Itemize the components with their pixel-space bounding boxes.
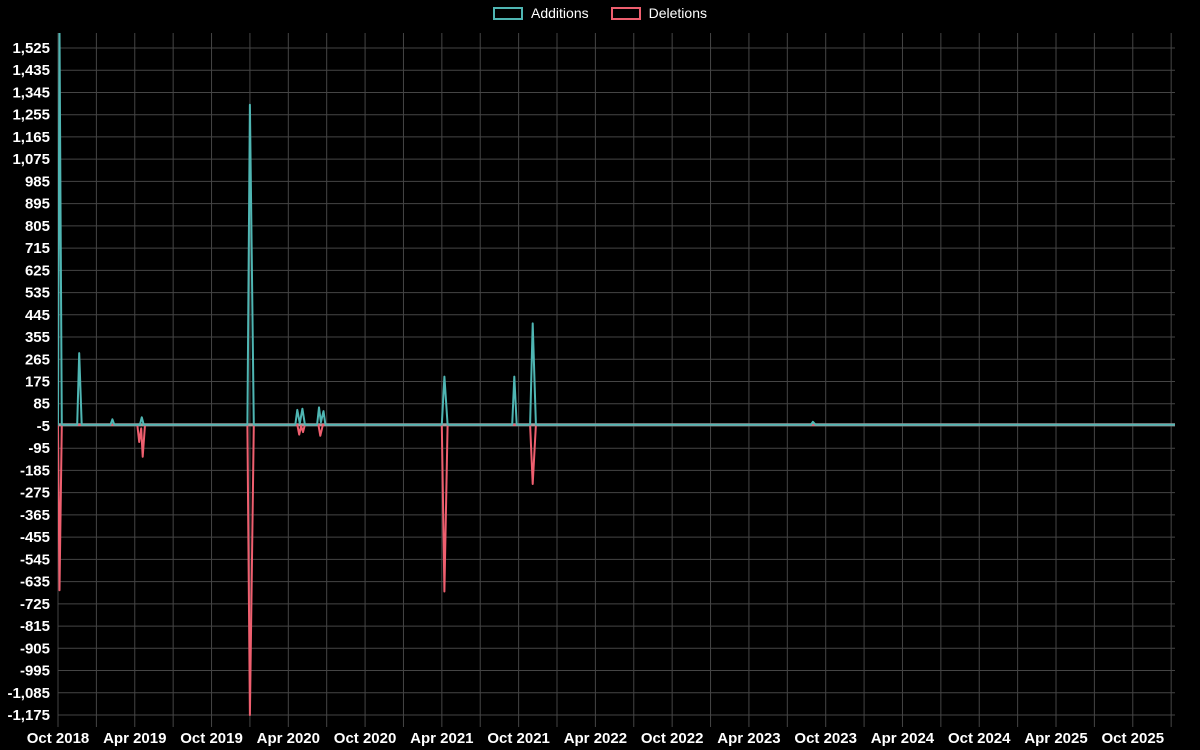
y-axis-tick-label: 1,435 bbox=[12, 62, 50, 79]
y-axis-tick-label: 1,255 bbox=[12, 107, 50, 124]
y-axis-tick-label: 1,165 bbox=[12, 129, 50, 146]
y-axis-tick-label: 1,345 bbox=[12, 84, 50, 101]
legend-item-deletions[interactable]: Deletions bbox=[610, 5, 707, 21]
legend-item-additions[interactable]: Additions bbox=[493, 6, 589, 20]
y-axis-tick-label: 715 bbox=[25, 240, 50, 257]
x-axis-tick-label: Apr 2023 bbox=[717, 730, 780, 747]
y-axis-tick-label: 1,525 bbox=[12, 40, 50, 57]
legend-label-deletions: Deletions bbox=[648, 5, 707, 21]
y-axis-tick-label: -635 bbox=[20, 574, 50, 591]
additions-swatch-icon bbox=[493, 6, 524, 20]
y-axis-tick-label: 175 bbox=[25, 374, 50, 391]
y-axis-tick-label: 805 bbox=[25, 218, 50, 235]
y-axis-tick-label: 265 bbox=[25, 351, 50, 368]
y-axis-tick-label: 445 bbox=[25, 307, 50, 324]
y-axis-tick-label: -1,175 bbox=[7, 707, 50, 724]
x-axis-tick-label: Oct 2024 bbox=[948, 730, 1011, 747]
x-axis-tick-label: Apr 2019 bbox=[103, 730, 166, 747]
x-axis-tick-label: Apr 2020 bbox=[257, 730, 320, 747]
y-axis-tick-label: 625 bbox=[25, 262, 50, 279]
y-axis-tick-label: 355 bbox=[25, 329, 50, 346]
deletions-swatch-icon bbox=[610, 6, 641, 20]
x-axis-tick-label: Apr 2021 bbox=[410, 730, 473, 747]
series-line-deletions bbox=[58, 423, 1175, 716]
y-axis-tick-label: -365 bbox=[20, 507, 50, 524]
y-axis-tick-label: -725 bbox=[20, 596, 50, 613]
legend-label-additions: Additions bbox=[531, 5, 589, 21]
y-axis-tick-label: -815 bbox=[20, 618, 50, 635]
x-axis-tick-label: Oct 2022 bbox=[641, 730, 704, 747]
x-axis-tick-label: Oct 2018 bbox=[27, 730, 90, 747]
y-axis-tick-label: 985 bbox=[25, 173, 50, 190]
y-axis-tick-label: 895 bbox=[25, 196, 50, 213]
x-axis-tick-label: Oct 2021 bbox=[487, 730, 550, 747]
y-axis-tick-label: -5 bbox=[37, 418, 50, 435]
y-axis-tick-label: 1,075 bbox=[12, 151, 50, 168]
y-axis-tick-label: 85 bbox=[33, 396, 50, 413]
y-axis-tick-label: -275 bbox=[20, 485, 50, 502]
chart-legend: Additions Deletions bbox=[0, 6, 1200, 20]
series-line-additions bbox=[58, 33, 1175, 426]
x-axis-tick-label: Oct 2023 bbox=[794, 730, 857, 747]
y-axis-tick-label: -995 bbox=[20, 663, 50, 680]
x-axis-tick-label: Oct 2019 bbox=[180, 730, 243, 747]
x-axis-tick-label: Apr 2024 bbox=[871, 730, 935, 747]
x-axis-tick-label: Oct 2020 bbox=[334, 730, 397, 747]
y-axis-tick-label: -1,085 bbox=[7, 685, 50, 702]
x-axis-tick-label: Apr 2022 bbox=[564, 730, 627, 747]
y-axis-tick-label: -905 bbox=[20, 640, 50, 657]
x-axis-tick-label: Apr 2025 bbox=[1024, 730, 1087, 747]
y-axis-tick-label: -185 bbox=[20, 462, 50, 479]
y-axis-tick-label: -455 bbox=[20, 529, 50, 546]
x-axis-tick-label: Oct 2025 bbox=[1102, 730, 1165, 747]
y-axis-tick-label: -545 bbox=[20, 551, 50, 568]
y-axis-tick-label: 535 bbox=[25, 285, 50, 302]
y-axis-tick-label: -95 bbox=[28, 440, 50, 457]
